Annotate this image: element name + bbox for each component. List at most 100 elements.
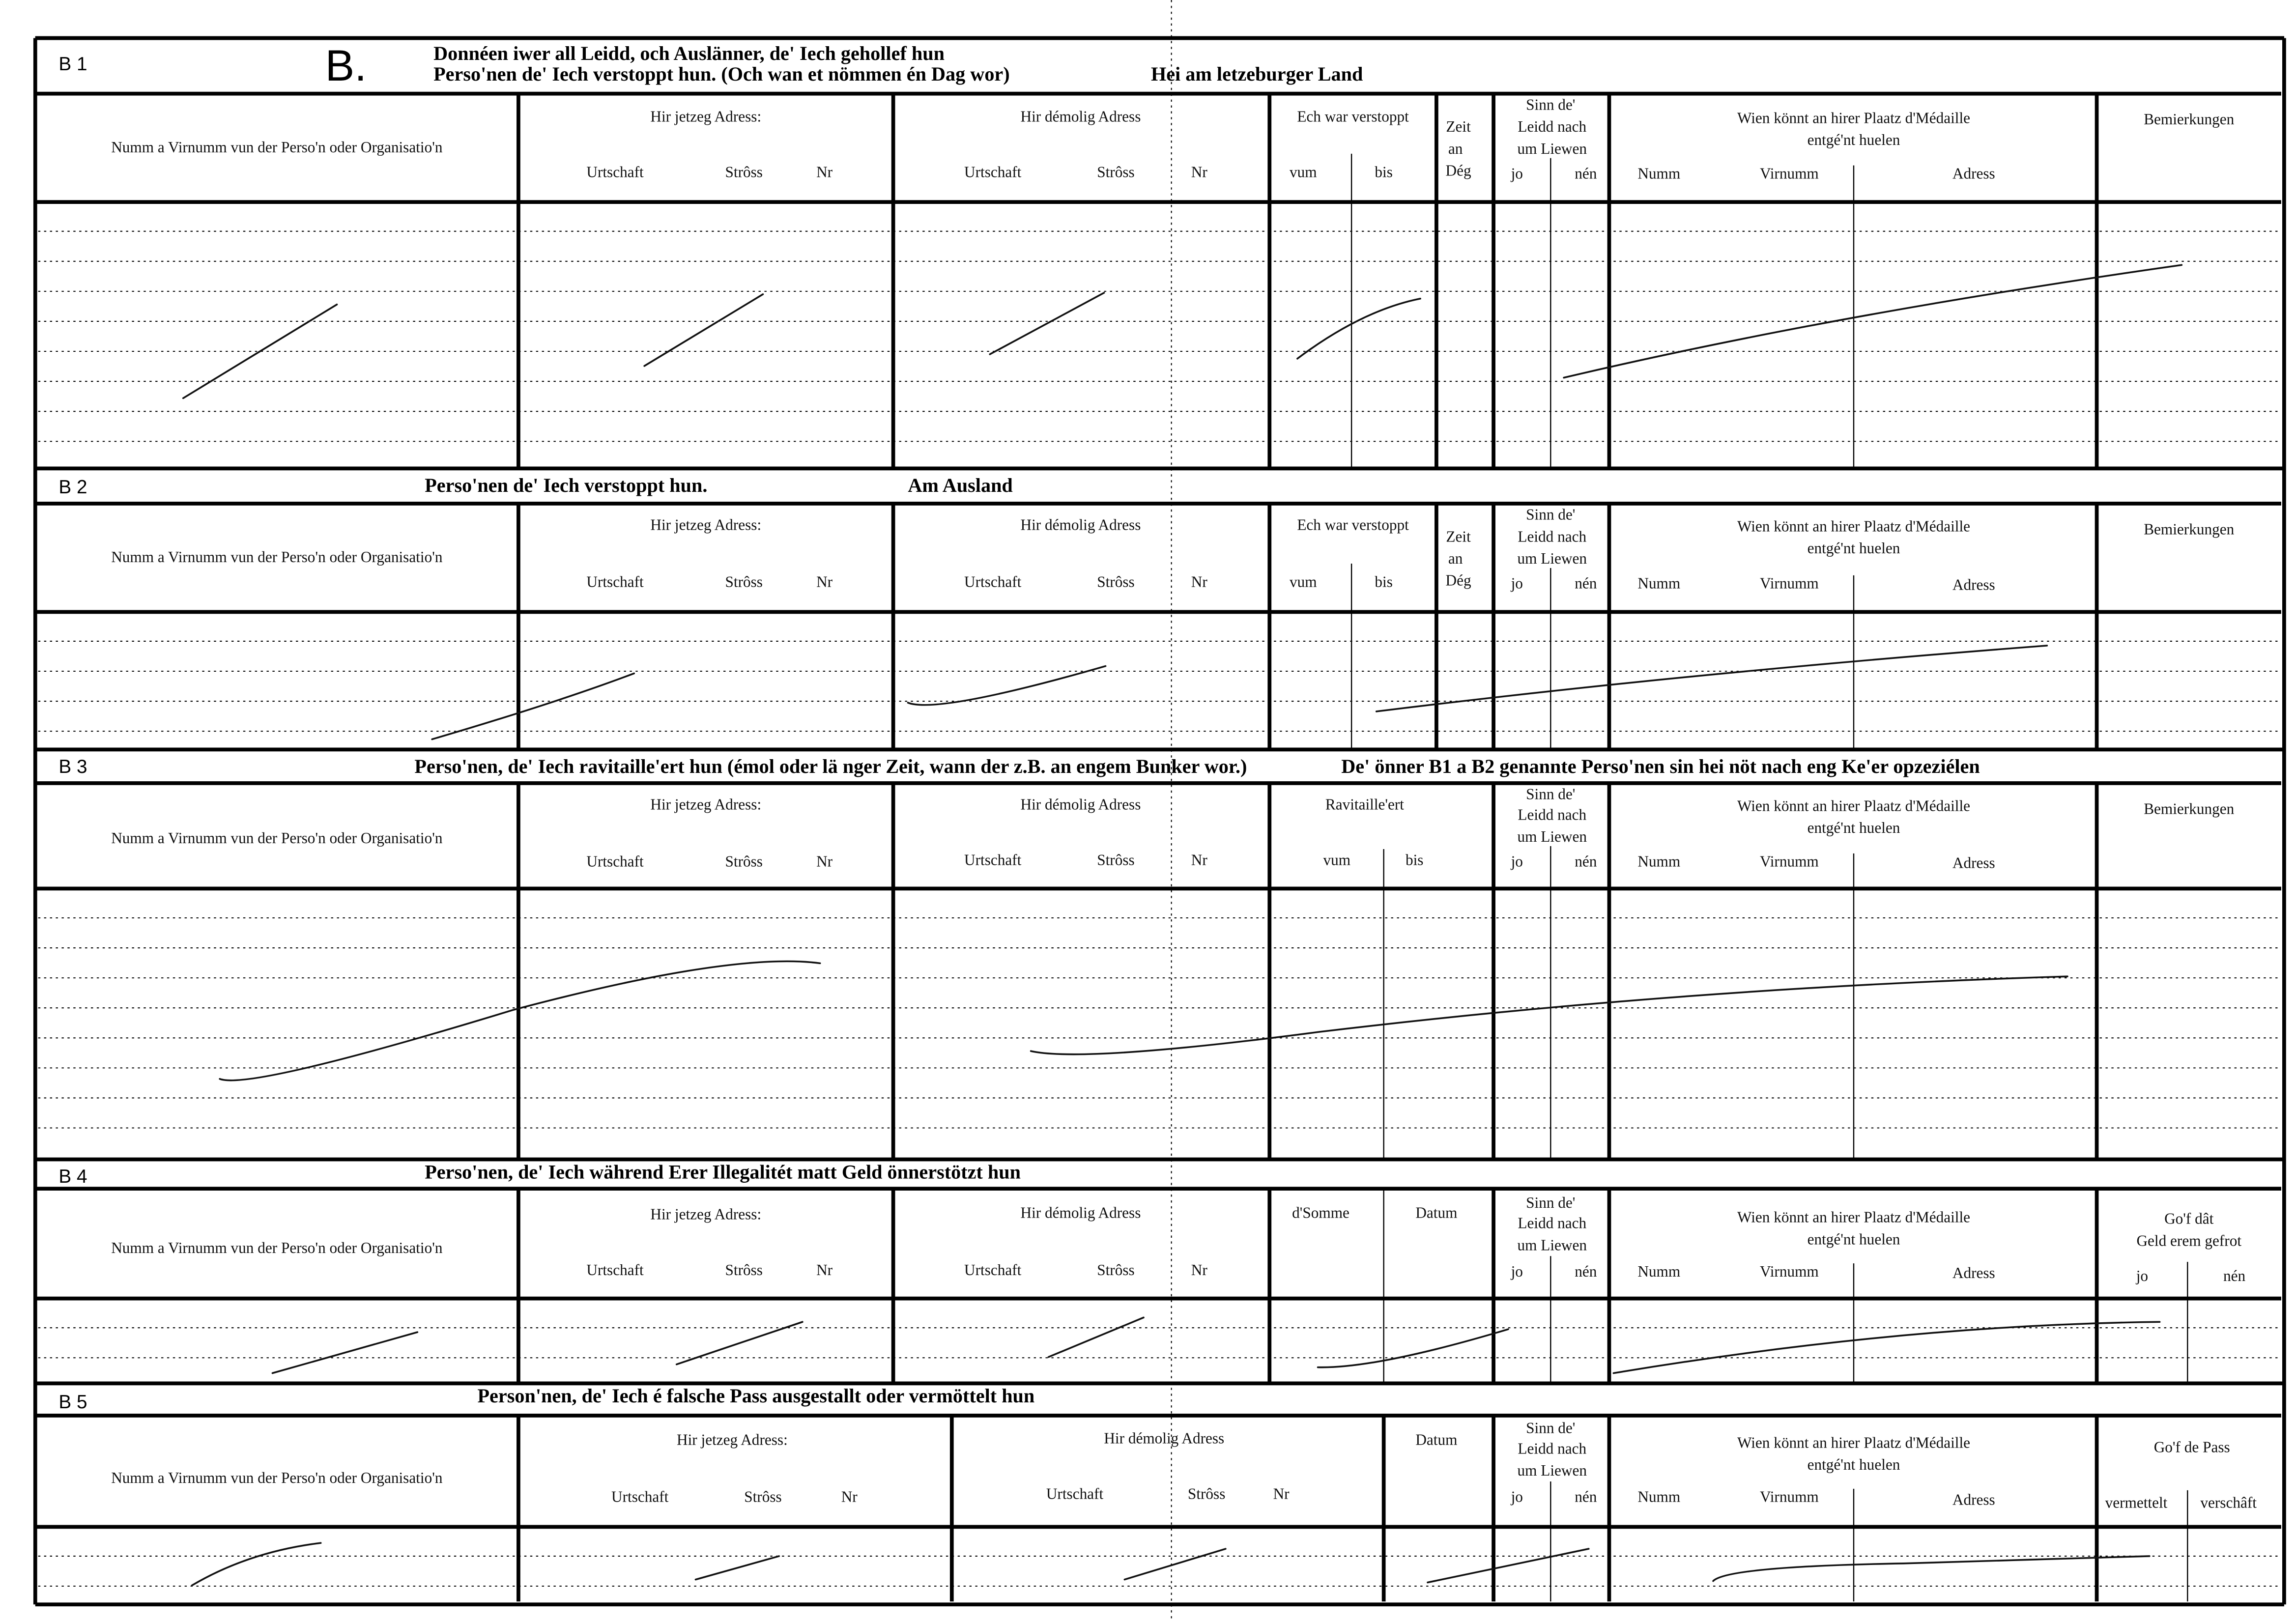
column-header: Hir démolig Adress (1021, 108, 1141, 125)
column-header: entgé'nt huelen (1808, 131, 1900, 148)
column-header: Urtschaft (964, 573, 1022, 591)
section-title: Donnéen iwer all Leidd, och Auslänner, d… (433, 42, 945, 64)
column-header: um Liewen (1518, 550, 1587, 567)
column-header: um Liewen (1518, 140, 1587, 157)
handwritten-strike-stroke (1427, 1548, 1590, 1584)
column-header: Strôss (1188, 1485, 1225, 1503)
handwritten-strike-stroke (1047, 1316, 1145, 1358)
column-header: entgé'nt huelen (1808, 540, 1900, 557)
column-header: jo (1511, 1263, 1523, 1280)
section-label: B 4 (58, 1166, 87, 1187)
handwritten-strike-stroke (1030, 975, 2068, 1055)
column-header: Leidd nach (1518, 118, 1586, 135)
column-header: Hir jetzeg Adress: (650, 108, 761, 125)
section-title: Perso'nen de' Iech verstoppt hun. (425, 474, 707, 496)
column-header: nén (1575, 1263, 1597, 1280)
handwritten-strike-stroke (643, 293, 764, 367)
column-header: Numm (1637, 1488, 1680, 1506)
handwritten-strike-stroke (1712, 1555, 2151, 1582)
column-header: um Liewen (1518, 1236, 1587, 1253)
column-header: Hir jetzeg Adress: (650, 516, 761, 533)
handwritten-strike-stroke (989, 292, 1105, 355)
column-header: Numm a Virnumm vun der Perso'n oder Orga… (111, 548, 443, 566)
handwritten-strike-stroke (907, 665, 1107, 706)
column-header: Leidd nach (1518, 528, 1586, 545)
column-header: Nr (1191, 1261, 1208, 1279)
handwritten-strike-stroke (1296, 297, 1421, 360)
handwritten-strike-stroke (182, 303, 338, 399)
form-letter: B. (325, 41, 367, 90)
column-header: Urtschaft (586, 853, 644, 870)
column-header: Datum (1415, 1431, 1457, 1449)
column-header: Urtschaft (586, 1261, 644, 1279)
column-header: Numm (1637, 575, 1680, 592)
section-title: Hei am letzeburger Land (1151, 63, 1363, 85)
column-header: Ech war verstoppt (1297, 516, 1409, 533)
column-header: entgé'nt huelen (1808, 819, 1900, 836)
column-header: um Liewen (1518, 828, 1587, 845)
column-header: nén (1575, 165, 1597, 182)
column-header: Dég (1446, 162, 1471, 179)
column-header: nén (1575, 1488, 1597, 1506)
column-header: Urtschaft (611, 1488, 669, 1506)
column-header: Nr (816, 163, 833, 180)
column-header: Bemierkungen (2144, 800, 2234, 817)
column-header: an (1448, 140, 1463, 157)
column-header: Sinn de' (1526, 1420, 1575, 1437)
column-header: entgé'nt huelen (1808, 1456, 1900, 1473)
section-title: De' önner B1 a B2 genannte Perso'nen sin… (1341, 755, 1980, 777)
column-header: Nr (816, 853, 833, 870)
column-header: Nr (1191, 852, 1208, 869)
column-header: Bemierkungen (2144, 520, 2234, 538)
column-header: Adress (1952, 576, 1995, 594)
column-header: Hir démolig Adress (1021, 796, 1141, 813)
column-header: vum (1290, 573, 1317, 591)
column-header: Adress (1952, 1491, 1995, 1508)
handwritten-strike-stroke (1612, 1321, 2161, 1374)
column-header: vum (1323, 852, 1351, 869)
column-header: vum (1290, 163, 1317, 180)
column-header: vermettelt (2105, 1494, 2168, 1511)
column-header: Nr (816, 573, 833, 591)
column-header: Datum (1415, 1204, 1457, 1222)
column-header: Virnumm (1760, 853, 1819, 870)
column-header: Strôss (744, 1488, 781, 1506)
column-header: verschâft (2200, 1494, 2257, 1511)
section-label: B 5 (58, 1392, 87, 1413)
column-header: nén (2223, 1267, 2246, 1284)
column-header: Numm a Virnumm vun der Perso'n oder Orga… (111, 1239, 443, 1256)
handwritten-strike-stroke (1563, 264, 2183, 379)
column-header: entgé'nt huelen (1808, 1230, 1900, 1248)
column-header: Sinn de' (1526, 1194, 1575, 1211)
column-header: Urtschaft (1046, 1485, 1104, 1503)
column-header: Sinn de' (1526, 786, 1575, 803)
column-header: Nr (1191, 573, 1208, 591)
section-title: Am Ausland (908, 474, 1012, 496)
column-header: Wien könnt an hirer Plaatz d'Médaille (1737, 517, 1970, 535)
handwritten-strike-stroke (1317, 1328, 1509, 1368)
column-header: Strôss (1097, 163, 1134, 180)
column-header: Adress (1952, 854, 1995, 872)
column-header: d'Somme (1292, 1204, 1349, 1222)
handwritten-strike-stroke (694, 1555, 780, 1581)
column-header: Adress (1952, 1264, 1995, 1281)
column-header: Virnumm (1760, 1263, 1819, 1280)
column-header: Nr (1273, 1485, 1290, 1503)
section-title: Person'nen, de' Iech é falsche Pass ausg… (478, 1385, 1035, 1407)
column-header: bis (1375, 163, 1393, 180)
handwritten-strike-stroke (431, 672, 635, 740)
column-header: Wien könnt an hirer Plaatz d'Médaille (1737, 1434, 1970, 1451)
column-header: Leidd nach (1518, 1215, 1586, 1232)
column-header: Hir démolig Adress (1021, 516, 1141, 533)
column-header: Strôss (725, 163, 762, 180)
section-label: B 1 (58, 54, 87, 75)
handwritten-strike-stroke (219, 960, 821, 1081)
column-header: Numm a Virnumm vun der Perso'n oder Orga… (111, 1469, 443, 1486)
column-header: Strôss (725, 1261, 762, 1279)
column-header: Sinn de' (1526, 506, 1575, 523)
column-header: Hir jetzeg Adress: (650, 1206, 761, 1223)
handwritten-strike-stroke (675, 1321, 804, 1366)
column-header: Leidd nach (1518, 806, 1586, 823)
handwritten-strike-stroke (271, 1331, 419, 1374)
section-title: Perso'nen, de' Iech ravitaille'ert hun (… (414, 755, 1247, 777)
